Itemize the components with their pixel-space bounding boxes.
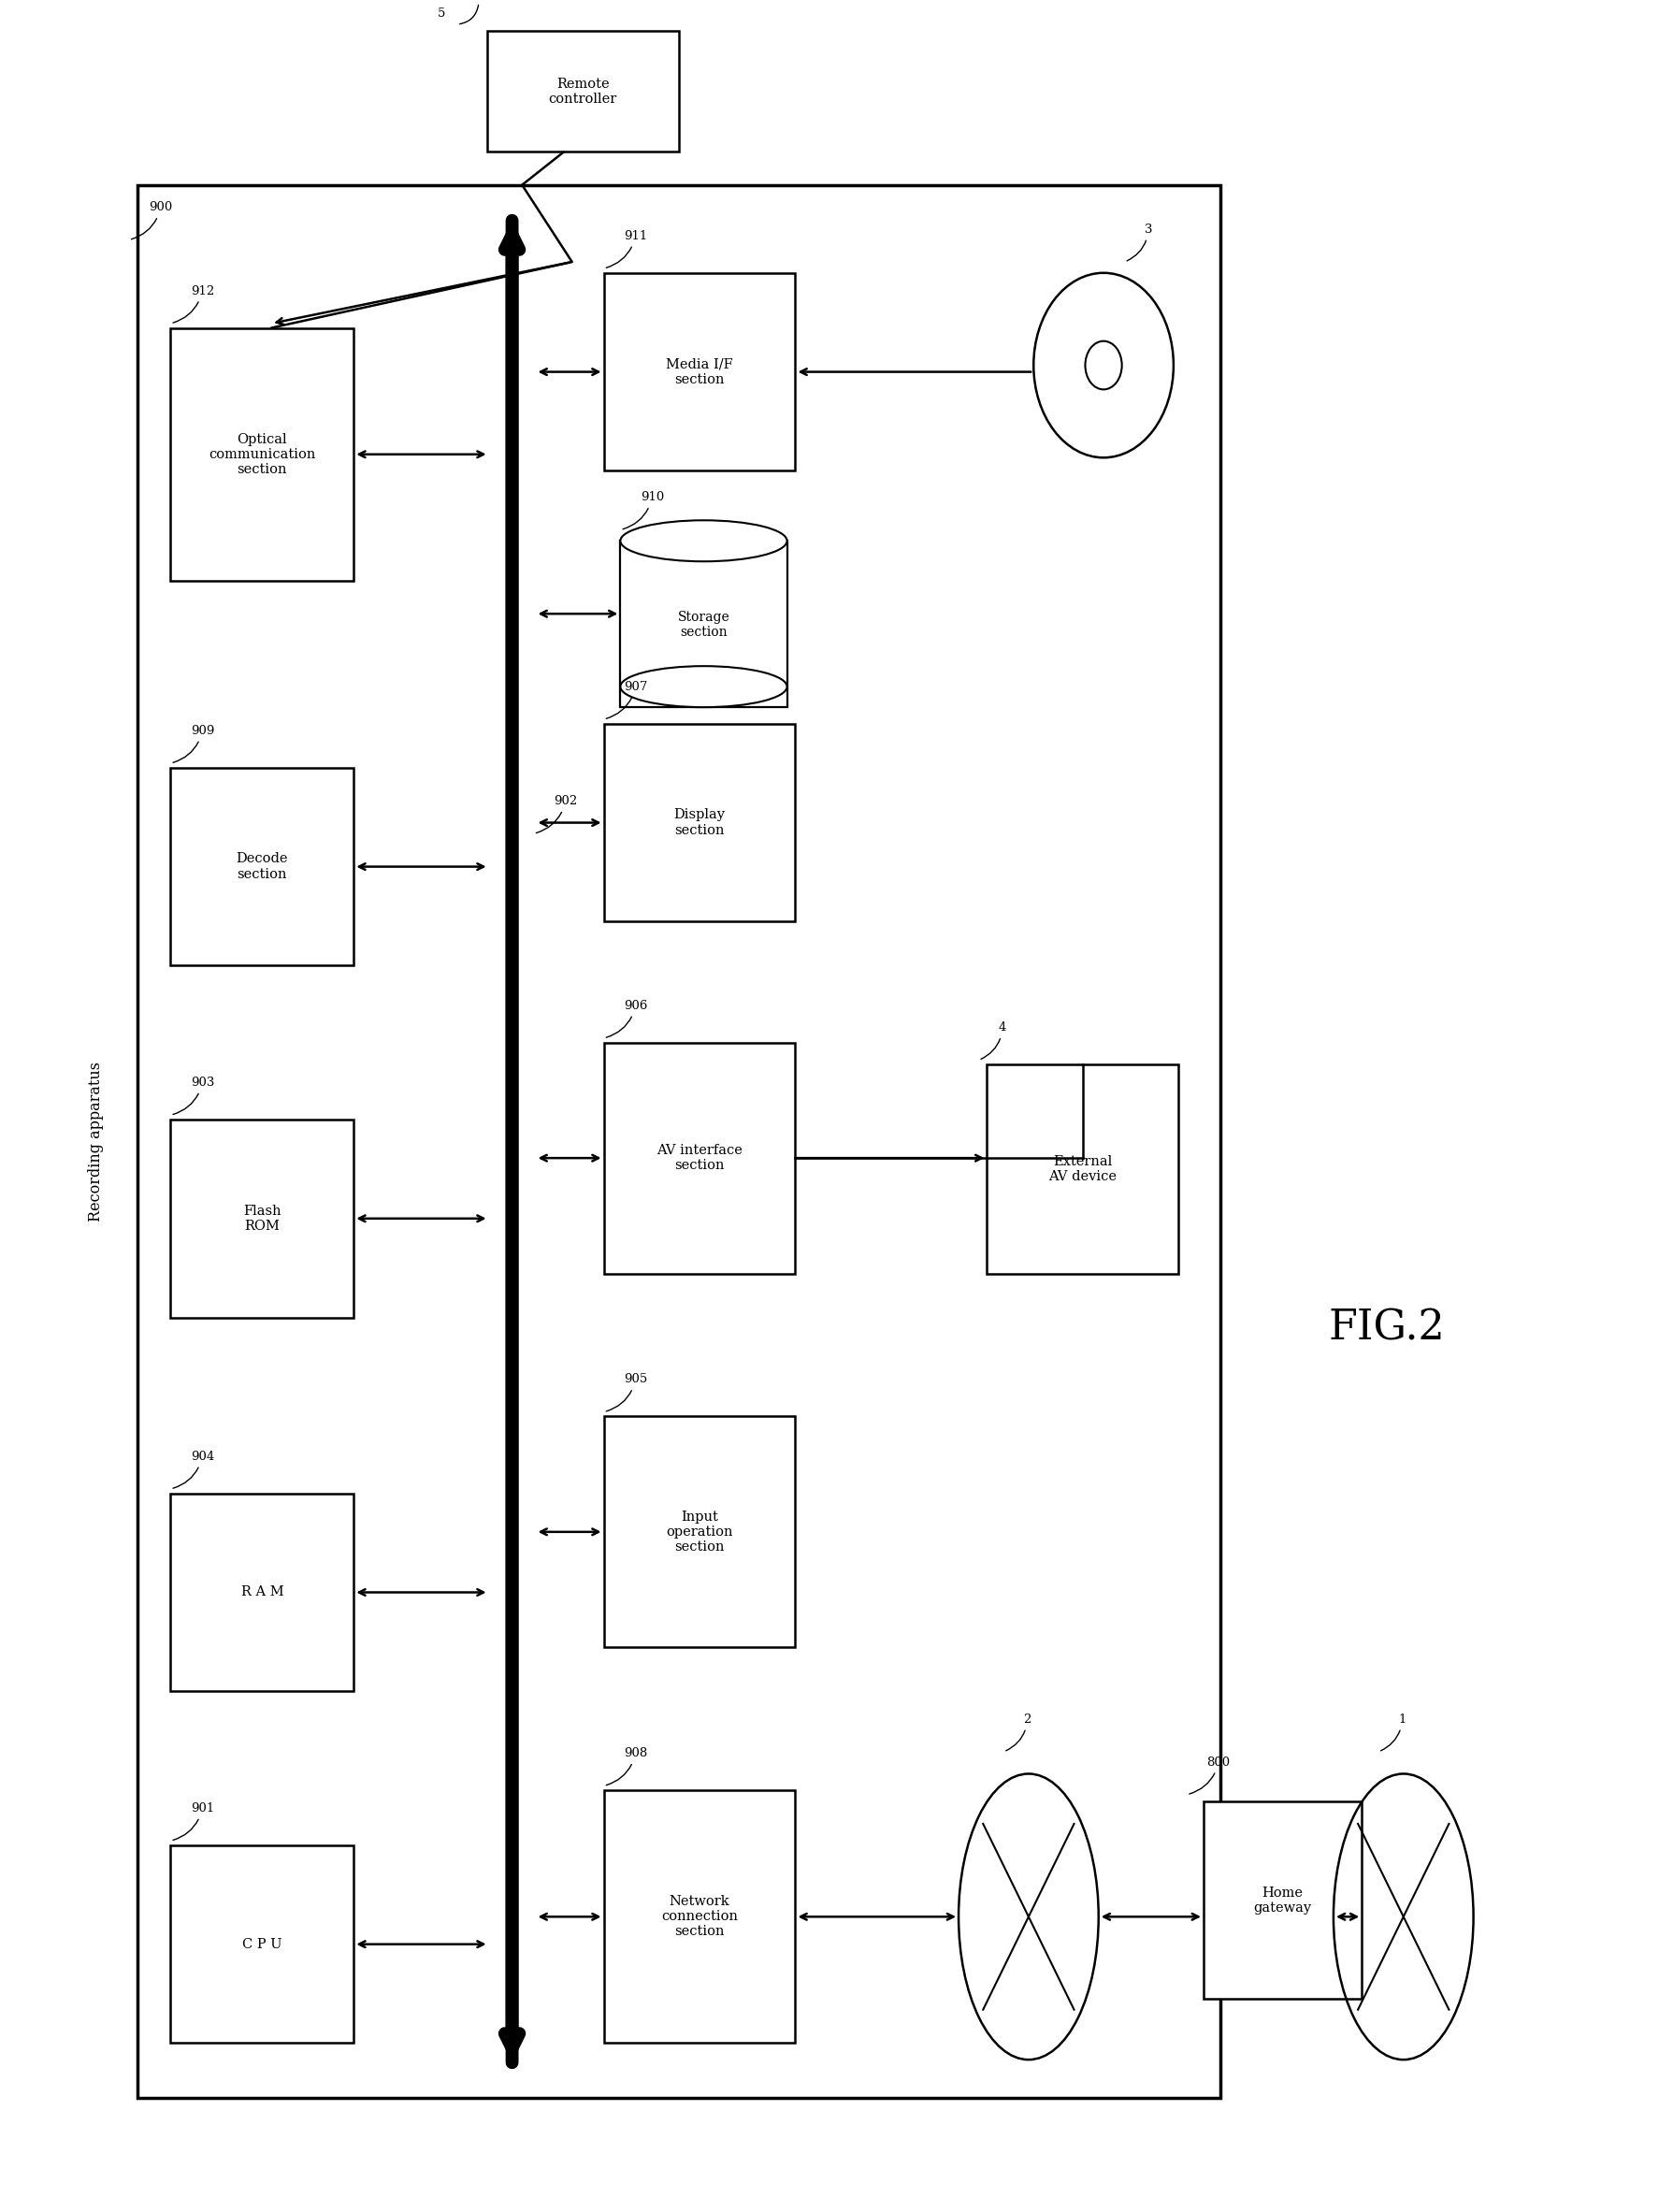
Bar (487, 31, 678, 153)
Bar (604, 1416, 795, 1648)
Bar (987, 1064, 1178, 1274)
Text: Decode
section: Decode section (236, 852, 288, 880)
Text: Remote
controller: Remote controller (549, 77, 617, 106)
Bar (171, 1119, 353, 1318)
Text: 5: 5 (437, 9, 445, 20)
Text: 906: 906 (606, 1000, 647, 1037)
Text: AV interface
section: AV interface section (656, 1144, 743, 1172)
Bar (604, 723, 795, 922)
Text: 912: 912 (172, 285, 214, 323)
Text: FIG.2: FIG.2 (1328, 1307, 1444, 1349)
Bar (604, 1042, 795, 1274)
Text: 800: 800 (1190, 1756, 1230, 1794)
Bar (171, 327, 353, 582)
Text: R A M: R A M (241, 1586, 283, 1599)
Text: Display
section: Display section (674, 810, 724, 836)
Bar (137, 186, 1220, 2099)
Bar (604, 272, 795, 471)
Text: 910: 910 (622, 491, 664, 529)
Bar (1203, 1801, 1362, 2000)
Text: 905: 905 (606, 1374, 647, 1411)
Bar (171, 1493, 353, 1692)
Ellipse shape (621, 520, 786, 562)
Text: 900: 900 (130, 201, 172, 239)
Text: 902: 902 (535, 794, 577, 834)
Text: Input
operation
section: Input operation section (666, 1511, 733, 1553)
Text: Media I/F
section: Media I/F section (666, 358, 733, 385)
Text: Recording apparatus: Recording apparatus (87, 1062, 104, 1221)
Text: 901: 901 (172, 1803, 214, 1840)
Text: 908: 908 (606, 1747, 647, 1785)
Text: Storage
section: Storage section (678, 611, 729, 639)
Text: 4: 4 (980, 1022, 1005, 1060)
Text: 907: 907 (606, 681, 647, 719)
Bar (171, 1845, 353, 2044)
Bar (604, 1790, 795, 2044)
Text: C P U: C P U (243, 1938, 281, 1951)
Text: 911: 911 (606, 230, 647, 268)
Bar (171, 768, 353, 967)
Ellipse shape (621, 666, 786, 708)
Text: 909: 909 (172, 726, 214, 763)
Text: External
AV device: External AV device (1047, 1155, 1116, 1183)
Text: 3: 3 (1126, 223, 1151, 261)
Bar (621, 542, 786, 708)
Text: 2: 2 (1005, 1714, 1031, 1750)
Text: 903: 903 (172, 1077, 214, 1115)
Text: Home
gateway: Home gateway (1253, 1887, 1312, 1913)
Text: Network
connection
section: Network connection section (661, 1896, 738, 1938)
Text: 1: 1 (1380, 1714, 1405, 1750)
Text: 904: 904 (172, 1451, 214, 1489)
Text: Optical
communication
section: Optical communication section (209, 434, 316, 476)
Text: Flash
ROM: Flash ROM (243, 1203, 281, 1232)
